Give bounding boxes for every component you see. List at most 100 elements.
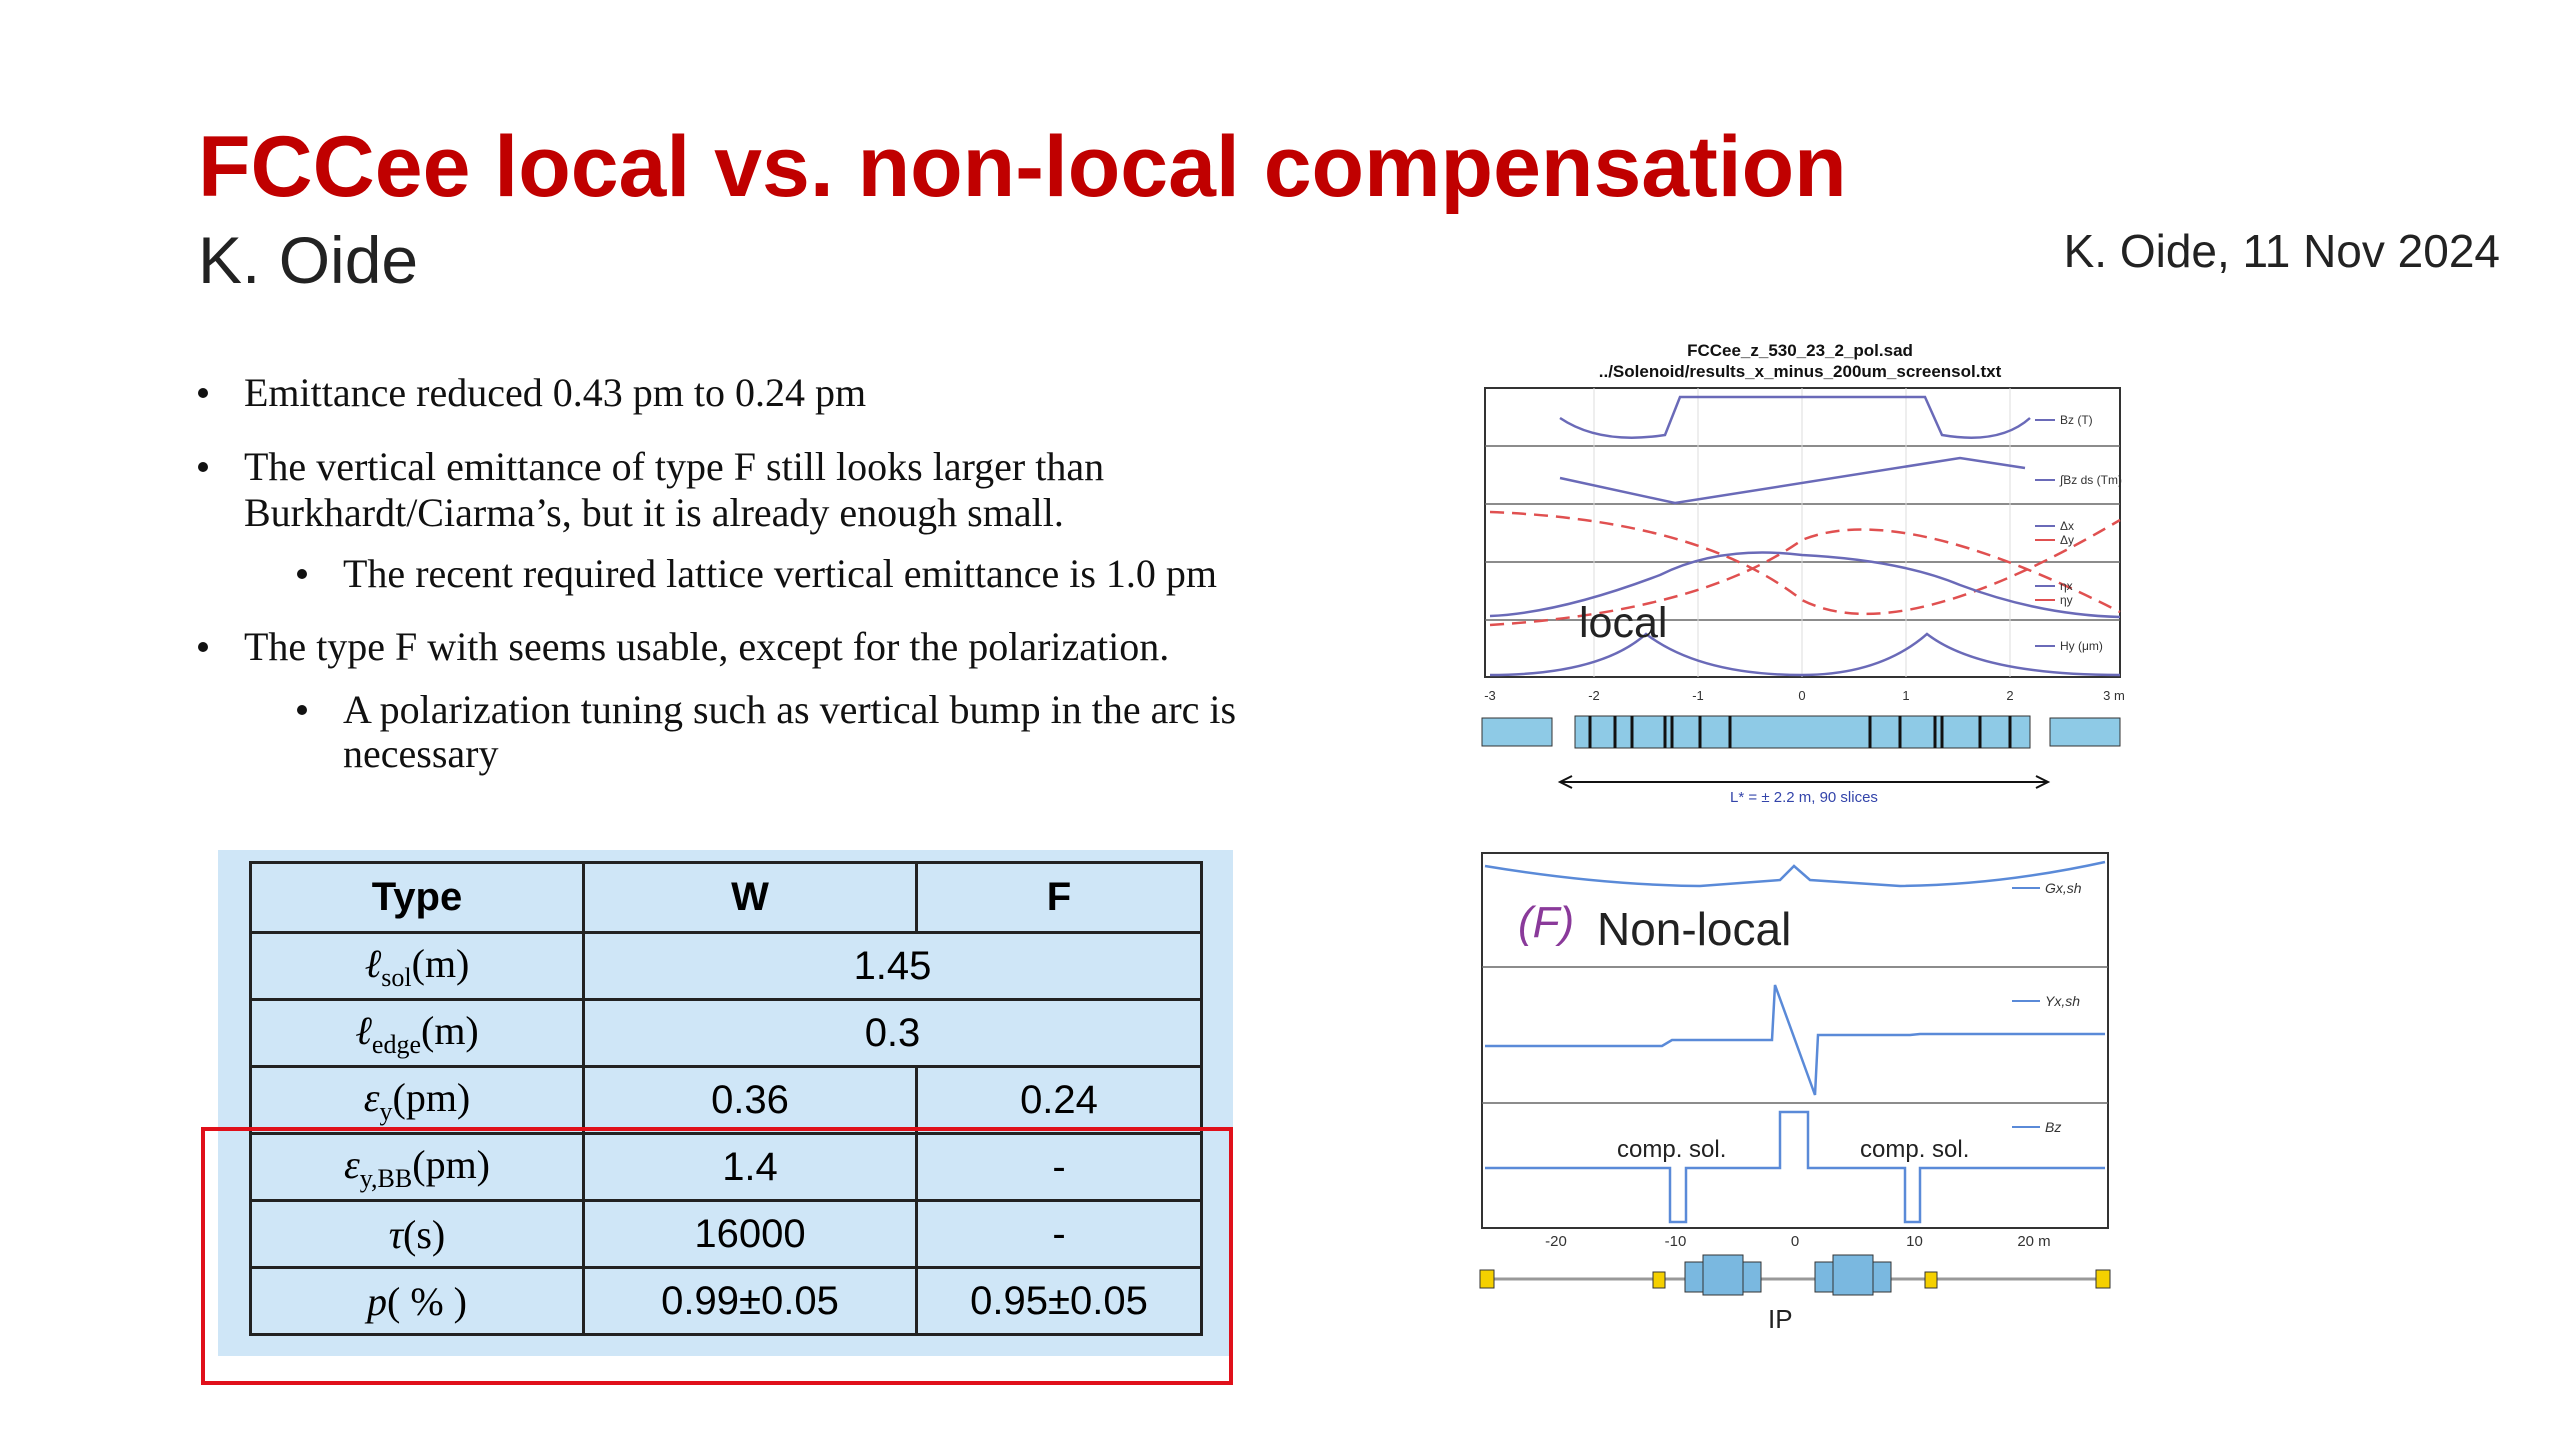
span-label: L* = ± 2.2 m, 90 slices (1730, 789, 1878, 806)
x-tick-label: -1 (1692, 688, 1704, 703)
row-label: ℓsol(m) (249, 931, 585, 1001)
elements (1479, 1254, 2111, 1296)
slide-title: FCCee local vs. non-local compensation (198, 119, 1847, 215)
legend-label: Δx (2060, 519, 2074, 533)
curve (1489, 551, 2121, 619)
x-tick-label: -2 (1588, 688, 1600, 703)
author: K. Oide (198, 223, 419, 297)
symbol: ε (363, 1074, 380, 1120)
curve (1489, 528, 2121, 627)
curve (1489, 510, 2121, 616)
row-label: τ(s) (249, 1199, 585, 1269)
magnet (1481, 717, 1553, 747)
table-row: εy(pm) 0.36 0.24 (249, 1065, 1203, 1135)
frame (1481, 852, 2109, 1229)
table-row: ℓedge(m) 0.3 (249, 998, 1203, 1068)
legend-label: Bz (T) (2060, 413, 2093, 427)
parameter-table: Type W F ℓsol(m) 1.45 ℓedge(m) 0.3 εy(pm) 0.36 0… (249, 861, 1203, 1336)
table-cell: 0.24 (915, 1065, 1203, 1135)
table-row: εy,BB(pm) 1.4- (249, 1132, 1203, 1202)
bullet (297, 705, 307, 715)
legend-label: ∫Bz ds (Tm) (2059, 473, 2122, 487)
curve (1489, 632, 2121, 677)
curve (1484, 860, 2106, 888)
bullet (198, 388, 208, 398)
symbol: τ (388, 1211, 404, 1257)
unit: (m) (411, 940, 470, 986)
nonlocal-plot: (F) Non-local comp. sol. comp. sol. IP -… (1479, 852, 2111, 1334)
bullet-text: A polarization tuning such as vertical b… (343, 687, 1237, 732)
bullet-text: The vertical emittance of type F still l… (244, 444, 1105, 489)
table-cell: 0.95±0.05 (915, 1266, 1203, 1336)
legend-label: Gx,sh (2045, 880, 2082, 896)
curve (1485, 1110, 2105, 1224)
curve (1559, 395, 2031, 439)
x-tick-label: 3 m (2103, 688, 2125, 703)
header-cell: W (582, 861, 918, 934)
span-arrow (1557, 775, 2051, 789)
symbol: ℓ (364, 940, 382, 986)
x-tick-label: 10 (1906, 1233, 1923, 1250)
legend-label: Hy (μm) (2060, 639, 2103, 653)
bullet-text: The type F with seems usable, except for… (244, 624, 1170, 669)
row-label: εy(pm) (249, 1065, 585, 1135)
table-cell: 1.45 (582, 931, 1203, 1001)
local-plot: FCCee_z_530_23_2_pol.sad ../Solenoid/res… (1481, 341, 2125, 806)
slices (1588, 716, 2012, 748)
x-tick-label: 2 (2006, 688, 2013, 703)
highlight-box (201, 1127, 1233, 1385)
unit: (pm) (392, 1074, 471, 1120)
x-tick-label: 20 m (2017, 1233, 2050, 1250)
x-tick-label: 0 (1791, 1233, 1799, 1250)
bullet-text: The recent required lattice vertical emi… (343, 551, 1218, 596)
x-tick-label: 0 (1798, 688, 1805, 703)
bullet (297, 569, 307, 579)
legend-label: Δy (2060, 533, 2074, 547)
x-tick-label: 1 (1902, 688, 1909, 703)
table-cell: 0.3 (582, 998, 1203, 1068)
unit: (m) (421, 1007, 479, 1053)
header-cell: Type (249, 861, 585, 934)
table-row: τ(s) 16000- (249, 1199, 1203, 1269)
unit: (s) (403, 1211, 446, 1257)
magnet (2049, 717, 2121, 747)
symbol: ℓ (355, 1007, 372, 1053)
bullet-text: necessary (343, 731, 499, 776)
nonlocal-label: Non-local (1597, 903, 1791, 955)
curve (1485, 984, 2105, 1096)
legend-label: Yx,sh (2045, 993, 2080, 1009)
plot-title: ../Solenoid/results_x_minus_200um_screen… (1599, 362, 2002, 381)
table-cell: 0.99±0.05 (582, 1266, 918, 1336)
annotation: comp. sol. (1617, 1136, 1726, 1163)
row-label: p( % ) (249, 1266, 585, 1336)
bullet-text: Emittance reduced 0.43 pm to 0.24 pm (244, 370, 867, 415)
curve (1559, 456, 2026, 505)
plot-title: FCCee_z_530_23_2_pol.sad (1687, 341, 1913, 360)
bullet (198, 462, 208, 472)
bullet (198, 642, 208, 652)
subscript: y (379, 1096, 393, 1126)
annotation: comp. sol. (1860, 1136, 1969, 1163)
symbol: ε (343, 1141, 360, 1187)
magnet (1574, 715, 2031, 749)
symbol: p (367, 1278, 388, 1324)
date: K. Oide, 11 Nov 2024 (2063, 225, 2500, 277)
table-cell: - (915, 1199, 1203, 1269)
ip-label: IP (1768, 1304, 1793, 1334)
table-cell: 16000 (582, 1199, 918, 1269)
unit: (pm) (412, 1141, 491, 1187)
legend-label: ηy (2060, 593, 2073, 607)
subscript: edge (371, 1029, 421, 1059)
table-cell: - (915, 1132, 1203, 1202)
x-tick-label: -3 (1484, 688, 1496, 703)
unit: ( % ) (387, 1278, 467, 1324)
bullet-text: Burkhardt/Ciarma’s, but it is already en… (244, 490, 1064, 535)
legend-label: Bz (2045, 1119, 2061, 1135)
row-label: εy,BB(pm) (249, 1132, 585, 1202)
subscript: sol (381, 962, 412, 992)
row-label: ℓedge(m) (249, 998, 585, 1068)
x-tick-label: -20 (1545, 1233, 1567, 1250)
table-cell: 0.36 (582, 1065, 918, 1135)
grid (1593, 388, 2011, 677)
